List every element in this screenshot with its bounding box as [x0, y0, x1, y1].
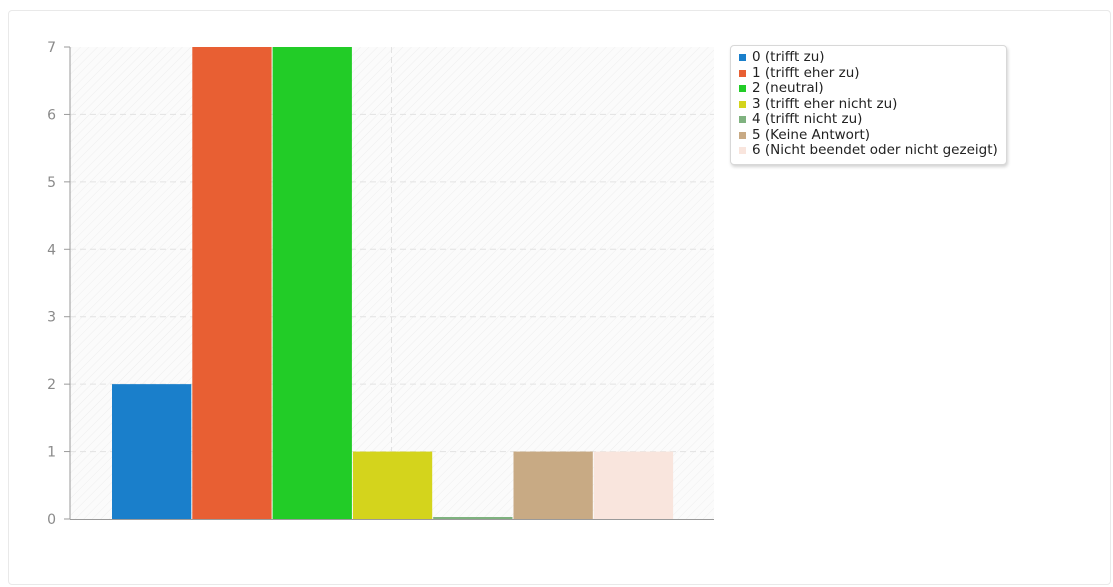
y-tick-label: 4	[47, 242, 56, 258]
legend-swatch	[739, 69, 746, 77]
bar	[192, 47, 272, 519]
legend-swatch	[739, 147, 746, 155]
legend-swatch	[739, 116, 746, 124]
bar	[352, 451, 433, 519]
y-tick-label: 1	[47, 445, 56, 461]
legend-label: 5 (Keine Antwort)	[752, 126, 871, 143]
y-tick-label: 0	[47, 512, 56, 528]
legend-item: 5 (Keine Antwort)	[739, 126, 998, 144]
y-tick-label: 5	[47, 175, 56, 191]
legend-item: 3 (trifft eher nicht zu)	[739, 95, 998, 113]
y-tick-label: 7	[47, 40, 56, 56]
y-tick-label: 6	[47, 107, 56, 123]
legend-label: 1 (trifft eher zu)	[752, 64, 860, 81]
legend-label: 6 (Nicht beendet oder nicht gezeigt)	[752, 142, 998, 158]
y-tick-label: 2	[47, 377, 56, 393]
bar	[272, 47, 352, 519]
legend-swatch	[739, 100, 746, 108]
bar	[112, 384, 192, 519]
legend-item: 4 (trifft nicht zu)	[739, 111, 998, 128]
chart-legend: 0 (trifft zu) 1 (trifft eher zu) 2 (neutra…	[730, 45, 1007, 165]
legend-item: 1 (trifft eher zu)	[739, 64, 998, 82]
legend-item: 6 (Nicht beendet oder nicht gezeigt)	[739, 142, 998, 159]
legend-label: 3 (trifft eher nicht zu)	[752, 95, 898, 112]
legend-item: 2 (neutral)	[739, 80, 998, 97]
bar	[433, 517, 513, 519]
bar	[593, 451, 674, 519]
legend-label: 2 (neutral)	[752, 80, 824, 96]
legend-label: 0 (trifft zu)	[752, 49, 825, 65]
legend-item: 0 (trifft zu)	[739, 49, 998, 66]
legend-label: 4 (trifft nicht zu)	[752, 111, 863, 127]
bar	[513, 451, 593, 519]
y-tick-label: 3	[47, 310, 56, 326]
legend-swatch	[739, 85, 746, 93]
legend-swatch	[739, 131, 746, 139]
legend-swatch	[739, 54, 746, 62]
